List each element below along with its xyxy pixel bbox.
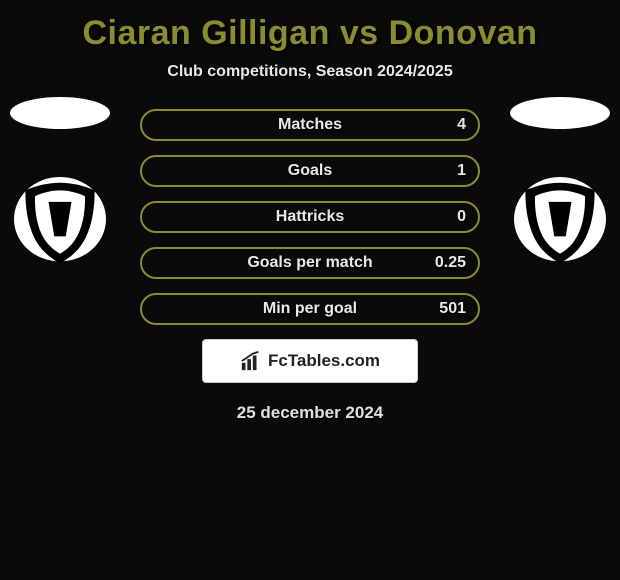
fctables-logo[interactable]: FcTables.com xyxy=(202,339,418,383)
stat-value-right: 0.25 xyxy=(435,254,466,272)
stats-area: Matches 4 Goals 1 Hattricks 0 Goals per … xyxy=(0,109,620,423)
stat-value-right: 0 xyxy=(457,208,466,226)
stat-label: Goals per match xyxy=(247,254,372,272)
comparison-card: Ciaran Gilligan vs Donovan Club competit… xyxy=(0,0,620,423)
date-label: 25 december 2024 xyxy=(0,383,620,423)
stat-label: Min per goal xyxy=(263,300,357,318)
stat-value-right: 1 xyxy=(457,162,466,180)
club-crest-left xyxy=(12,177,108,269)
club-crest-right xyxy=(512,177,608,269)
stat-row-goals-per-match: Goals per match 0.25 xyxy=(140,247,480,279)
stat-label: Goals xyxy=(288,162,332,180)
stat-label: Hattricks xyxy=(276,208,344,226)
logo-text: FcTables.com xyxy=(268,351,380,371)
bar-chart-icon xyxy=(240,350,262,372)
stat-value-right: 501 xyxy=(439,300,466,318)
shield-crest-icon xyxy=(12,177,108,269)
player-avatar-right xyxy=(510,97,610,197)
shield-crest-icon xyxy=(512,177,608,269)
stat-row-hattricks: Hattricks 0 xyxy=(140,201,480,233)
stat-row-goals: Goals 1 xyxy=(140,155,480,187)
stat-row-min-per-goal: Min per goal 501 xyxy=(140,293,480,325)
page-title: Ciaran Gilligan vs Donovan xyxy=(0,8,620,63)
player-avatar-left xyxy=(10,97,110,197)
stat-row-matches: Matches 4 xyxy=(140,109,480,141)
avatar-ellipse-icon xyxy=(10,97,110,129)
stat-value-right: 4 xyxy=(457,116,466,134)
avatar-ellipse-icon xyxy=(510,97,610,129)
stat-label: Matches xyxy=(278,116,342,134)
